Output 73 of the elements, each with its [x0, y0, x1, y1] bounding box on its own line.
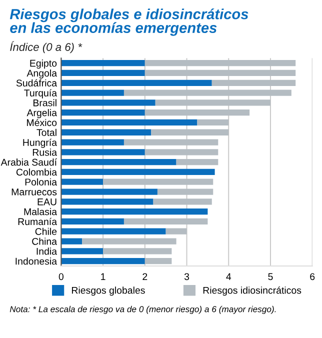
bar — [61, 218, 124, 225]
text: Nota: * La escala de riesgo va de 0 (menor riesgo) a 6 (mayor riesgo). — [10, 306, 276, 314]
x-tick-label: 2 — [142, 273, 148, 280]
bar — [103, 248, 172, 254]
y-tick-label: Indonesia — [16, 258, 58, 265]
y-tick-label: Angola — [26, 69, 58, 79]
y-tick-label: Turquía — [24, 89, 58, 98]
bar — [61, 208, 208, 215]
bar — [61, 70, 145, 76]
bar — [61, 110, 145, 116]
y-tick-label: China — [32, 238, 58, 245]
bar — [144, 60, 296, 66]
bar — [61, 90, 124, 96]
bar — [151, 129, 229, 136]
y-tick-label: Chile — [35, 228, 57, 235]
y-tick-label: Rusia — [32, 148, 58, 156]
x-tick-label: 6 — [310, 273, 315, 280]
bar — [61, 139, 124, 146]
y-tick-label: Marruecos — [12, 188, 57, 196]
y-tick-label: Arabia Saudí — [0, 158, 57, 166]
x-tick-label: 5 — [268, 273, 273, 280]
bar — [61, 258, 145, 264]
bar — [82, 238, 176, 244]
bar — [124, 218, 208, 225]
bar — [61, 178, 104, 185]
bar — [124, 139, 218, 146]
bar — [144, 110, 250, 116]
legend-label: Riesgos globales — [72, 286, 145, 296]
y-tick-label: EAU — [38, 198, 56, 206]
y-tick-label: Total — [36, 128, 56, 136]
x-tick-label: 0 — [58, 273, 64, 280]
bar — [153, 198, 212, 205]
bar — [144, 149, 218, 156]
bar — [103, 178, 214, 185]
bar — [61, 100, 156, 106]
bar — [61, 149, 145, 156]
bar — [61, 80, 212, 86]
chart-title: Riesgos globales e idiosincráticos en las economías emergentes — [10, 8, 248, 36]
y-tick-label: Colombia — [16, 168, 58, 176]
x-tick-label: 4 — [226, 273, 232, 280]
bar — [61, 60, 145, 66]
bar — [61, 238, 82, 244]
bar — [212, 80, 296, 86]
y-tick-label: Argelia — [26, 109, 58, 118]
bar — [124, 90, 292, 96]
bar — [61, 129, 152, 136]
bar — [197, 119, 229, 126]
bar — [61, 168, 215, 176]
bar — [61, 228, 166, 234]
y-tick-label: México — [27, 118, 57, 126]
y-tick-label: Hungría — [23, 138, 58, 148]
y-tick-label: Egipto — [30, 60, 57, 69]
legend-label: Riesgos idiosincráticos — [203, 286, 302, 296]
chart-subtitle: Índice (0 a 6) * — [10, 41, 82, 54]
y-tick-label: Rumanía — [18, 218, 58, 226]
y-tick-label: India — [36, 248, 58, 255]
bar — [61, 188, 158, 195]
bar — [166, 228, 187, 234]
bar — [157, 188, 214, 195]
y-tick-label: Brasil — [34, 99, 56, 106]
bar — [144, 258, 172, 264]
x-tick-label: 3 — [184, 273, 190, 280]
bar — [176, 159, 218, 166]
bar — [155, 100, 270, 106]
bar — [61, 198, 154, 205]
y-tick-label: Polonia — [25, 178, 58, 186]
y-tick-label: Sudáfrica — [16, 79, 58, 86]
y-tick-label: Malasia — [24, 208, 58, 216]
bar — [61, 159, 176, 166]
bar — [61, 248, 104, 254]
bar — [144, 70, 296, 76]
bar — [61, 119, 198, 126]
x-tick-label: 1 — [101, 273, 106, 280]
